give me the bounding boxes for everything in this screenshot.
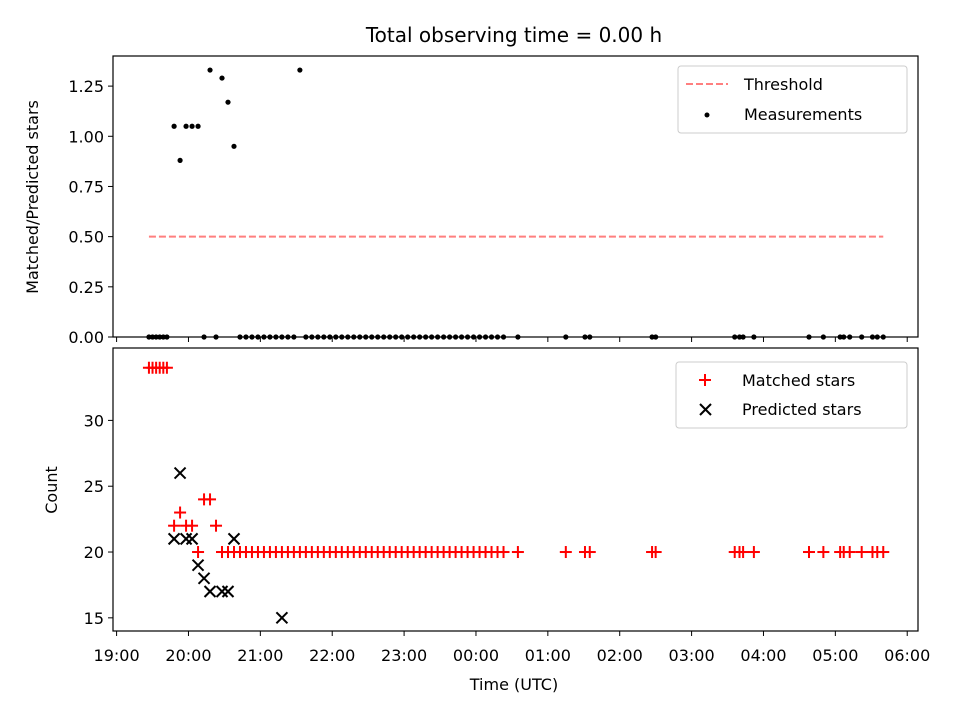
bottom-x-ticks: 19:00 20:00 21:00 22:00 23:00 00:00 01:00 02:00… (94, 631, 930, 665)
measurement-point (297, 67, 303, 73)
measurement-point (231, 143, 237, 149)
measurement-point (207, 67, 213, 73)
bottom-y-tick-label: 30 (84, 411, 104, 430)
matched-star-point (168, 519, 181, 532)
matched-star-point (855, 546, 868, 559)
matched-star-point (192, 546, 205, 559)
chart-title: Total observing time = 0.00 h (365, 23, 662, 47)
matched-star-point (843, 546, 856, 559)
x-tick-label: 06:00 (884, 646, 930, 665)
measurement-point (171, 123, 177, 129)
x-tick-label: 20:00 (165, 646, 211, 665)
top-y-tick-label: 1.25 (68, 77, 104, 96)
top-legend: Threshold Measurements (677, 65, 908, 134)
matched-star-point (186, 519, 199, 532)
bottom-legend: Matched stars Predicted stars (675, 361, 908, 429)
top-y-ticks: 0.00 0.25 0.50 0.75 1.00 1.25 (68, 77, 113, 347)
x-tick-label: 04:00 (740, 646, 786, 665)
matched-star-point (817, 546, 830, 559)
top-panel: 0.00 0.25 0.50 0.75 1.00 1.25 Matched/Predict… (23, 55, 919, 347)
top-y-tick-label: 0.00 (68, 328, 104, 347)
matched-star-point (204, 493, 217, 506)
threshold-legend-label: Threshold (743, 75, 823, 94)
x-tick-label: 00:00 (453, 646, 499, 665)
matched-star-point (210, 519, 223, 532)
matched-star-point (802, 546, 815, 559)
top-y-tick-label: 0.75 (68, 177, 104, 196)
matched-star-point (583, 546, 596, 559)
top-y-tick-label: 1.00 (68, 127, 104, 146)
matched-star-point (737, 546, 750, 559)
x-tick-label: 03:00 (669, 646, 715, 665)
measurement-point (195, 123, 201, 129)
matched-star-point (174, 506, 187, 519)
x-tick-label: 23:00 (381, 646, 427, 665)
predicted-star-point (167, 532, 181, 546)
predicted-star-point (203, 585, 217, 598)
measurement-point (189, 123, 195, 129)
matched-star-point (497, 546, 510, 559)
x-tick-label: 05:00 (812, 646, 858, 665)
bottom-y-axis-label: Count (42, 466, 61, 514)
bottom-plot-area (142, 361, 890, 625)
predicted-star-point (173, 466, 187, 480)
x-tick-label: 02:00 (597, 646, 643, 665)
matched-star-point (511, 546, 524, 559)
predicted-legend-label: Predicted stars (742, 400, 862, 419)
predicted-star-point (191, 558, 205, 572)
top-y-axis-label: Matched/Predicted stars (23, 100, 42, 294)
matched-legend-plus-icon (699, 374, 711, 386)
top-y-tick-label: 0.25 (68, 278, 104, 297)
bottom-y-tick-label: 25 (84, 477, 104, 496)
bottom-axes-frame (112, 347, 919, 632)
matched-star-point (877, 546, 890, 559)
measurement-point (177, 157, 183, 163)
x-tick-label: 01:00 (525, 646, 571, 665)
matched-star-point (160, 361, 173, 374)
predicted-star-point (221, 585, 235, 598)
top-y-tick-label: 0.50 (68, 228, 104, 247)
bottom-legend-box (675, 361, 908, 429)
bottom-panel: 15 20 25 30 19:00 20:00 21:00 22:00 23:00 00:00 0… (42, 347, 930, 694)
measurements-legend-dot-icon (704, 112, 710, 118)
x-axis-label: Time (UTC) (469, 675, 558, 694)
bottom-y-ticks: 15 20 25 30 (84, 411, 113, 628)
x-tick-label: 19:00 (94, 646, 140, 665)
matched-star-point (559, 546, 572, 559)
x-tick-label: 21:00 (237, 646, 283, 665)
bottom-y-tick-label: 15 (84, 609, 104, 628)
measurement-point (225, 99, 231, 105)
measurement-point (183, 123, 189, 129)
matched-legend-label: Matched stars (742, 371, 855, 390)
top-legend-box (677, 65, 908, 134)
top-axes-frame (112, 55, 919, 338)
predicted-star-point (227, 532, 241, 546)
predicted-legend-x-icon (699, 403, 712, 416)
measurements-legend-label: Measurements (744, 105, 862, 124)
matched-star-point (747, 546, 760, 559)
predicted-star-point (179, 532, 193, 546)
predicted-star-point (215, 585, 229, 598)
bottom-y-tick-label: 20 (84, 543, 104, 562)
measurement-point (219, 75, 225, 81)
predicted-star-point (275, 611, 289, 625)
top-x-ticks (116, 337, 908, 342)
predicted-star-point (197, 572, 211, 585)
x-tick-label: 22:00 (309, 646, 355, 665)
predicted-star-point (185, 532, 199, 546)
matched-star-point (649, 546, 662, 559)
